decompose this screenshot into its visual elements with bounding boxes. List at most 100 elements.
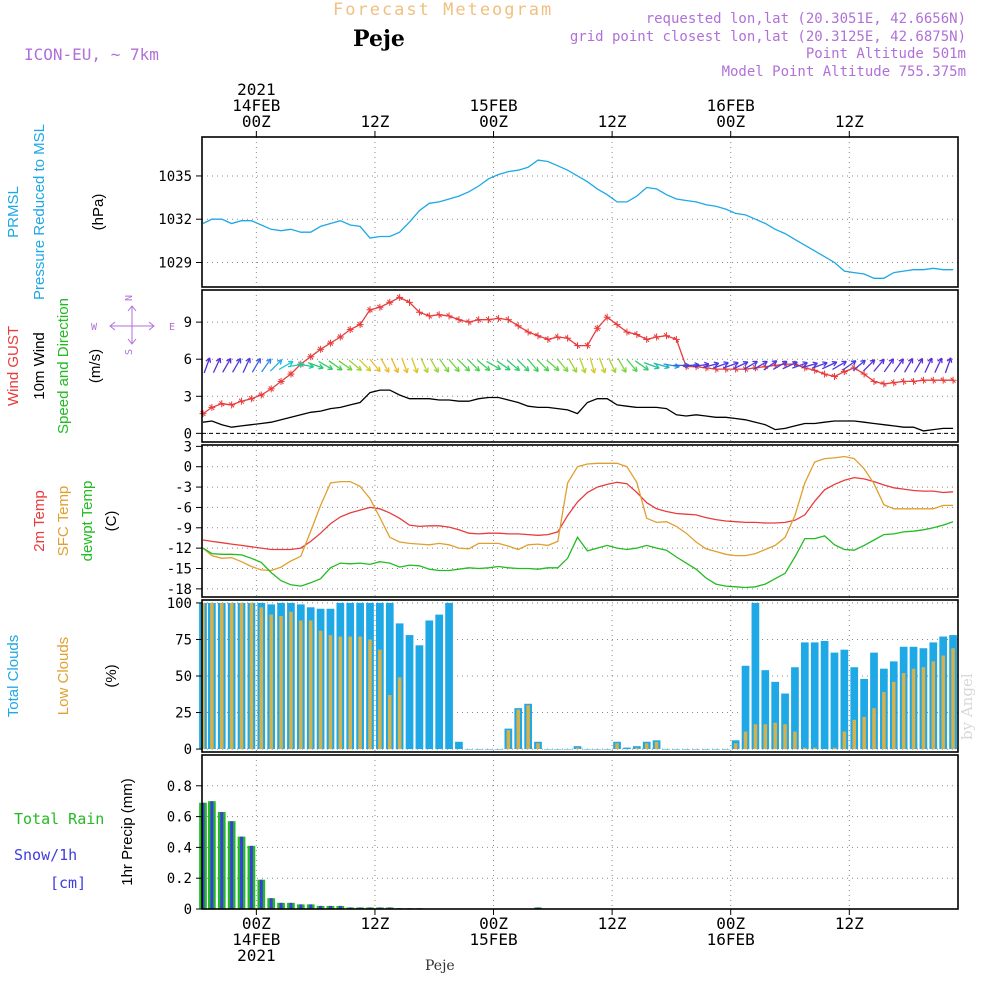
wind-vector-head: [467, 366, 471, 372]
low-cloud-bar: [219, 602, 224, 750]
bottom-time-label: 12Z: [598, 914, 627, 933]
gust-marker: [613, 321, 621, 329]
low-cloud-bar: [308, 620, 313, 750]
wind-vector-shaft: [832, 360, 847, 370]
compass-n-head: [127, 305, 137, 312]
wind-vector-shaft: [782, 361, 798, 370]
location-title: Peje: [353, 26, 405, 52]
gust-marker: [544, 335, 552, 343]
wind-vector-head: [645, 365, 649, 371]
precip-snow-label: Snow/1h: [14, 846, 77, 864]
precip-axis-label: 1hr Precip (mm): [119, 778, 136, 886]
clouds-ytick-label: 0: [184, 742, 192, 758]
top-time-label: 15FEB: [469, 96, 517, 115]
gust-marker-d: [209, 404, 215, 411]
wind-vector-head: [590, 369, 595, 374]
wind-vector-head: [433, 369, 439, 373]
wind-vector: [944, 357, 953, 374]
gust-marker: [346, 326, 354, 334]
total-cloud-bar: [435, 614, 444, 750]
wind-vector-head: [744, 361, 749, 367]
wind-vector-shaft: [307, 362, 324, 369]
wind-vector: [338, 360, 353, 371]
gust-marker-d: [317, 346, 324, 353]
pressure-frame: [201, 136, 959, 288]
wind-vector-shaft: [212, 357, 221, 373]
wind-vector: [203, 357, 212, 374]
low-cloud-bar: [526, 705, 530, 750]
wind-vector: [278, 360, 294, 370]
gust-marker-d: [485, 316, 492, 323]
wind-vector-head: [812, 361, 818, 364]
wind-vector: [763, 360, 778, 371]
wind-vector: [401, 357, 409, 374]
gust-marker: [307, 353, 315, 361]
wind-line-10m-wind: [202, 389, 954, 432]
wind-vector: [261, 358, 272, 373]
wind-vector: [722, 361, 739, 369]
wind-vector-head: [860, 359, 866, 362]
gust-marker: [900, 377, 908, 385]
wind-vector: [934, 357, 943, 373]
wind-vector-head: [907, 357, 913, 362]
compass-arrows: [109, 305, 155, 345]
temperature-ytick-label: -6: [175, 500, 192, 516]
pressure-ytick-label: 1035: [158, 169, 192, 185]
wind-vector-head: [562, 369, 569, 373]
gust-marker-d: [821, 371, 828, 377]
wind-vector-shaft: [546, 359, 560, 372]
low-cloud-bar: [397, 677, 402, 750]
snow-bar: [309, 904, 313, 909]
wind-side-label: (m/s): [87, 349, 104, 383]
gust-marker-d: [268, 386, 274, 392]
clouds-frame: [201, 599, 959, 753]
gust-marker: [662, 332, 670, 340]
wind-vector-head: [504, 368, 511, 371]
snow-bar: [269, 898, 273, 909]
total-cloud-bar: [682, 749, 691, 750]
gust-marker-d: [614, 321, 620, 328]
wind-vector-head: [862, 360, 866, 366]
gust-marker: [593, 324, 601, 332]
wind-vector-shaft: [634, 360, 649, 371]
pressure-ytick-label: 1029: [158, 255, 192, 271]
gust-marker-d: [238, 398, 245, 405]
wind-vector-head: [423, 369, 429, 374]
gust-marker: [643, 335, 651, 343]
gust-marker-d: [307, 353, 314, 360]
gust-marker: [623, 328, 631, 336]
wind-vector-shaft: [753, 360, 768, 370]
wind-vector-head: [447, 366, 450, 373]
model-label: ICON-EU, ~ 7km: [24, 45, 159, 64]
wind-vector-shaft: [348, 359, 362, 372]
clouds-ytick-label: 75: [175, 632, 192, 648]
wind-vector-head: [536, 366, 539, 372]
wind-vector-shaft: [203, 357, 211, 374]
low-cloud-bar: [753, 724, 758, 750]
wind-vector-head: [703, 361, 710, 365]
total-cloud-bar: [563, 749, 572, 750]
wind-side-label: 10m Wind: [31, 332, 48, 400]
wind-vector-shaft: [338, 360, 353, 371]
compass-rose: N S W E: [91, 295, 175, 355]
low-cloud-bar: [229, 602, 234, 750]
wind-vector-head: [497, 364, 502, 370]
wind-vector: [617, 358, 627, 373]
gust-marker: [435, 311, 443, 319]
low-cloud-bar: [387, 695, 392, 750]
wind-vector-head: [543, 369, 549, 372]
wind-ytick-label: 0: [184, 426, 192, 442]
gust-marker: [267, 385, 275, 393]
snow-bar: [240, 836, 244, 909]
wind-vector-shaft: [713, 362, 729, 369]
gust-marker: [257, 391, 265, 399]
wind-vector: [557, 358, 569, 373]
gust-marker: [445, 312, 453, 320]
total-cloud-bar: [672, 749, 681, 750]
total-cloud-bar: [761, 670, 770, 750]
gust-marker: [949, 376, 957, 384]
gust-marker-d: [920, 377, 927, 384]
gust-marker-d: [910, 378, 917, 385]
wind-vector-head: [833, 361, 838, 367]
wind-vector-head: [416, 367, 419, 373]
